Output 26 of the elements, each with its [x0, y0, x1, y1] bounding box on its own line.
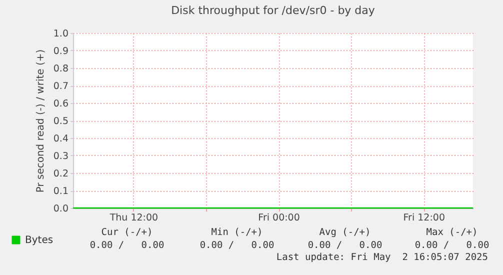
y-tick-label: 1.0 — [53, 28, 68, 40]
y-tick-label: 0.4 — [53, 134, 68, 144]
y-axis-title: Pr second read (-) / write (+) — [35, 49, 46, 193]
text: Avg (-/+) — [319, 227, 371, 238]
text: 0.00 / 0.00 — [90, 240, 164, 251]
text: Min (-/+) — [211, 227, 263, 238]
y-tick-label: 0.0 — [53, 204, 68, 214]
y-tick-label: 0.1 — [53, 186, 68, 197]
x-tick-label: Fri 12:00 — [403, 212, 445, 224]
y-tick-label: 0.6 — [53, 98, 68, 110]
y-tick-label: 0.2 — [53, 168, 68, 180]
legend-label: Bytes — [25, 235, 54, 246]
x-tick-label: Thu 12:00 — [108, 212, 158, 224]
x-tick-label: Fri 00:00 — [258, 212, 300, 224]
text: Max (-/+) — [426, 227, 478, 238]
text: Last update: Fri May 2 16:05:07 2025 — [276, 252, 488, 263]
y-tick-label: 0.3 — [53, 151, 68, 162]
text: Cur (-/+) — [101, 227, 153, 238]
y-tick-label: 0.8 — [53, 64, 68, 74]
chart-title: Disk throughput for /dev/sr0 - by day — [171, 4, 376, 17]
text: 0.00 / 0.00 — [308, 240, 382, 251]
y-tick-label: 0.9 — [53, 46, 68, 57]
text: 0.00 / 0.00 — [200, 240, 274, 251]
text: 0.00 / 0.00 — [414, 240, 490, 251]
y-tick-label: 0.5 — [53, 116, 68, 127]
y-tick-label: 0.7 — [53, 81, 68, 92]
